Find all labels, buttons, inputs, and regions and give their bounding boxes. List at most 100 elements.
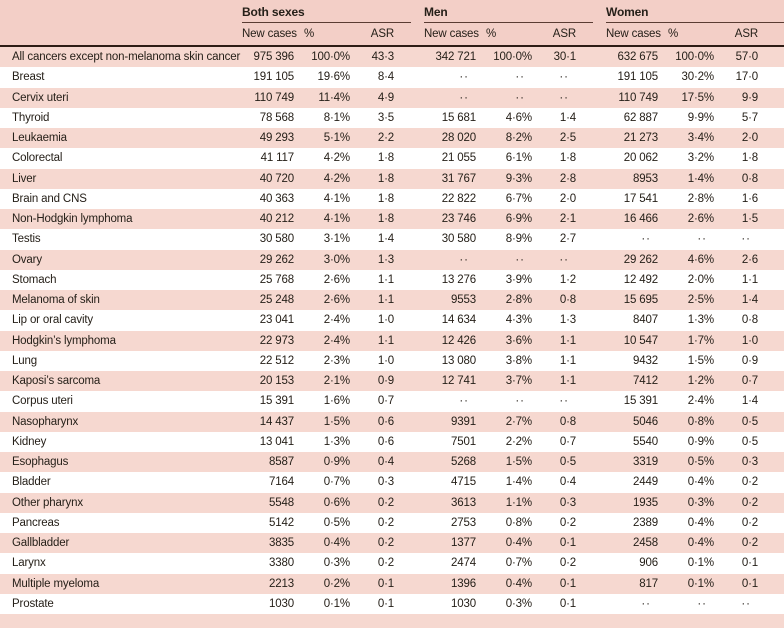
men-asr-cell: 1·4 [559,111,576,124]
row-label: Hodgkin’s lymphoma [12,334,116,347]
men-percent-cell: ·· [515,91,525,104]
men-new-cases-cell: ·· [459,91,469,104]
men-new-cases-cell: 30 580 [441,233,476,246]
women-asr-cell: 0·5 [741,435,758,448]
men-new-cases-cell: 2474 [451,557,476,570]
men-new-cases-cell: 3613 [451,496,476,509]
row-label: Lip or oral cavity [12,314,94,327]
men-new-cases-cell: 14 634 [441,314,476,327]
women-new-cases-cell: 817 [639,577,658,590]
men-new-cases-cell: 12 741 [441,375,476,388]
row-label: Gallbladder [12,537,70,550]
subheader-women-asr: ASR [734,28,758,40]
both-asr-cell: 0·7 [377,395,394,408]
row-label: Non-Hodgkin lymphoma [12,213,133,226]
men-asr-cell: 30·1 [553,51,577,64]
table-row: Hodgkin’s lymphoma 22 973 2·4% 1·1 12 426 3·6… [0,330,784,351]
row-label: Kidney [12,435,47,448]
women-asr-cell: 0·2 [741,537,758,550]
women-asr-cell: 1·4 [741,395,758,408]
both-new-cases-cell: 23 041 [259,314,294,327]
table-row: Other pharynx 5548 0·6% 0·2 3613 1·1% 0·3 1935 0… [0,492,784,513]
table-row: Multiple myeloma 2213 0·2% 0·1 1396 0·4% 0·1 81… [0,573,784,594]
men-new-cases-cell: 7501 [451,435,476,448]
row-label: Esophagus [12,456,69,469]
women-percent-cell: ·· [697,233,707,246]
table-row: Esophagus 8587 0·9% 0·4 5268 1·5% 0·5 3319 0·5% 0… [0,452,784,473]
women-percent-cell: 2·5% [687,294,714,307]
row-label: Stomach [12,273,57,286]
women-asr-cell: 17·0 [735,71,759,84]
both-asr-cell: 1·0 [377,354,394,367]
both-new-cases-cell: 40 212 [259,213,294,226]
men-new-cases-cell: 2753 [451,516,476,529]
both-new-cases-cell: 15 391 [259,395,294,408]
table-row: All cancers except non-melanoma skin can… [0,47,784,68]
both-new-cases-cell: 25 768 [259,273,294,286]
women-percent-cell: 0·1% [687,557,714,570]
both-new-cases-cell: 78 568 [259,111,294,124]
table-row: Breast 191 105 19·6% 8·4 ·· ·· ·· 191 105 30·2% 1… [0,67,784,87]
both-percent-cell: 2·4% [323,334,350,347]
table-row: Lung 22 512 2·3% 1·0 13 080 3·8% 1·1 9432 1·5% 0·… [0,351,784,371]
men-asr-cell: 2·5 [559,132,576,145]
women-percent-cell: 3·4% [687,132,714,145]
both-new-cases-cell: 1030 [269,597,294,610]
men-percent-cell: 0·4% [505,577,532,590]
women-new-cases-cell: 21 273 [623,132,658,145]
women-asr-cell: 0·7 [741,375,758,388]
table-row: Thyroid 78 568 8·1% 3·5 15 681 4·6% 1·4 62 887 9… [0,108,784,128]
row-label: Liver [12,172,37,185]
women-new-cases-cell: 3319 [633,456,658,469]
men-asr-cell: 2·0 [559,192,576,205]
both-new-cases-cell: 20 153 [259,375,294,388]
men-new-cases-cell: 23 746 [441,213,476,226]
women-asr-cell: 0·2 [741,516,758,529]
row-label: Kaposi’s sarcoma [12,375,101,388]
table-row: Stomach 25 768 2·6% 1·1 13 276 3·9% 1·2 12 492 2… [0,270,784,290]
row-label: Melanoma of skin [12,294,100,307]
both-asr-cell: 1·4 [377,233,394,246]
men-asr-cell: 1·8 [559,152,576,165]
both-asr-cell: 1·1 [377,334,394,347]
women-asr-cell: 2·6 [741,253,758,266]
both-new-cases-cell: 7164 [269,476,294,489]
men-asr-cell: 0·8 [559,294,576,307]
women-new-cases-cell: 17 541 [623,192,658,205]
both-asr-cell: 1·1 [377,273,394,286]
men-new-cases-cell: 1377 [451,537,476,550]
women-percent-cell: 30·2% [681,71,715,84]
table-row: Melanoma of skin 25 248 2·6% 1·1 9553 2·8% 0·8… [0,290,784,311]
men-percent-cell: 4·6% [505,111,532,124]
both-percent-cell: 1·3% [323,435,350,448]
women-asr-cell: 0·2 [741,476,758,489]
men-new-cases-cell: 12 426 [441,334,476,347]
men-percent-cell: ·· [515,71,525,84]
both-percent-cell: 1·6% [323,395,350,408]
both-percent-cell: 0·6% [323,496,350,509]
both-asr-cell: 1·3 [377,253,394,266]
men-percent-cell: 100·0% [493,51,532,64]
group-header-men: Men [424,5,593,23]
women-new-cases-cell: 632 675 [617,51,658,64]
both-new-cases-cell: 41 117 [260,152,295,165]
both-asr-cell: 0·6 [377,415,394,428]
men-new-cases-cell: 4715 [451,476,476,489]
women-asr-cell: 0·1 [741,577,758,590]
row-label: Breast [12,71,45,84]
table-row: Prostate 1030 0·1% 0·1 1030 0·3% 0·1 ·· ·· ·· [0,594,784,614]
both-new-cases-cell: 40 720 [259,172,294,185]
men-asr-cell: 0·1 [559,537,576,550]
men-asr-cell: ·· [559,71,569,84]
both-asr-cell: 0·2 [377,516,394,529]
both-asr-cell: 0·2 [377,537,394,550]
table-row: Cervix uteri 110 749 11·4% 4·9 ·· ·· ·· 110 749… [0,87,784,108]
both-new-cases-cell: 5142 [269,516,294,529]
both-percent-cell: 0·4% [323,537,350,550]
row-label: Leukaemia [12,132,67,145]
men-new-cases-cell: 9553 [451,294,476,307]
table-row: Kaposi’s sarcoma 20 153 2·1% 0·9 12 741 3·7% 1… [0,371,784,392]
men-percent-cell: 6·7% [505,192,532,205]
women-asr-cell: 0·8 [741,314,758,327]
